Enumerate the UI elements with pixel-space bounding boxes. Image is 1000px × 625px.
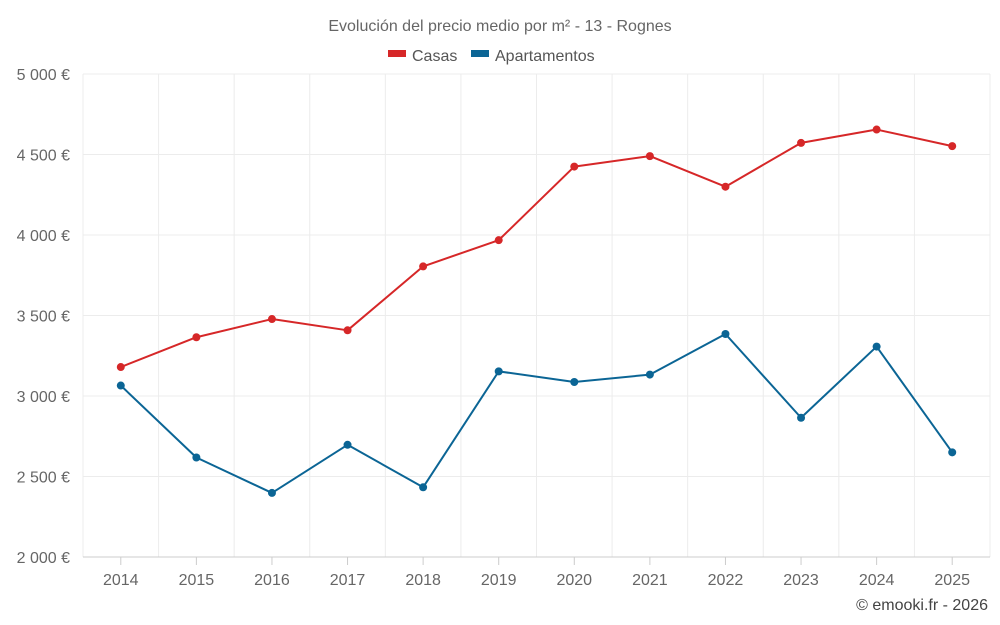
x-tick-label: 2015 (179, 572, 215, 589)
y-tick-label: 2 500 € (17, 470, 70, 487)
data-point-casas[interactable] (192, 333, 201, 342)
data-point-apartamentos[interactable] (267, 488, 276, 497)
data-point-casas[interactable] (570, 162, 579, 171)
data-point-casas[interactable] (419, 262, 428, 271)
credit-text: © emooki.fr - 2026 (856, 597, 988, 614)
legend-swatch (388, 50, 406, 57)
series-apartamentos (116, 330, 957, 497)
x-tick-label: 2020 (556, 572, 592, 589)
legend[interactable]: Casas Apartamentos (388, 48, 595, 65)
data-point-casas[interactable] (872, 125, 881, 134)
series-casas (116, 125, 957, 372)
x-tick-label: 2025 (934, 572, 970, 589)
x-tick-label: 2019 (481, 572, 517, 589)
series (116, 125, 957, 497)
x-tick-label: 2017 (330, 572, 366, 589)
data-point-apartamentos[interactable] (570, 377, 579, 386)
x-tick-label: 2024 (859, 572, 895, 589)
axes: 2 000 € 2 500 € 3 000 € 3 500 € 4 000 € 4 500… (17, 67, 990, 589)
x-tick-label: 2018 (405, 572, 441, 589)
series-line-apartamentos (120, 333, 954, 494)
legend-swatch (471, 50, 489, 57)
data-point-casas[interactable] (645, 152, 654, 161)
data-point-apartamentos[interactable] (192, 453, 201, 462)
data-point-apartamentos[interactable] (872, 342, 881, 351)
data-point-apartamentos[interactable] (645, 370, 654, 379)
x-tick-label: 2022 (708, 572, 744, 589)
grid (82, 73, 991, 557)
legend-item-apartamentos[interactable]: Apartamentos (471, 48, 595, 65)
data-point-apartamentos[interactable] (948, 448, 957, 457)
legend-label: Casas (412, 48, 457, 65)
y-tick-label: 4 000 € (17, 228, 70, 245)
data-point-casas[interactable] (797, 138, 806, 147)
y-tick-label: 4 500 € (17, 148, 70, 165)
data-point-apartamentos[interactable] (494, 367, 503, 376)
data-point-casas[interactable] (267, 315, 276, 324)
data-point-casas[interactable] (494, 236, 503, 245)
x-tick-label: 2016 (254, 572, 290, 589)
chart-title: Evolución del precio medio por m² - 13 -… (328, 18, 671, 35)
y-tick-label: 3 500 € (17, 309, 70, 326)
y-tick-label: 2 000 € (17, 550, 70, 567)
x-tick-label: 2014 (103, 572, 139, 589)
data-point-apartamentos[interactable] (343, 440, 352, 449)
legend-label: Apartamentos (495, 48, 595, 65)
data-point-casas[interactable] (116, 363, 125, 372)
x-tick-label: 2021 (632, 572, 668, 589)
y-tick-label: 3 000 € (17, 389, 70, 406)
data-point-apartamentos[interactable] (116, 381, 125, 390)
data-point-apartamentos[interactable] (797, 413, 806, 422)
data-point-casas[interactable] (721, 182, 730, 191)
y-tick-label: 5 000 € (17, 67, 70, 84)
data-point-casas[interactable] (343, 326, 352, 335)
data-point-apartamentos[interactable] (419, 483, 428, 492)
data-point-casas[interactable] (948, 142, 957, 151)
data-point-apartamentos[interactable] (721, 330, 730, 339)
x-tick-label: 2023 (783, 572, 819, 589)
series-line-casas (120, 128, 953, 368)
legend-item-casas[interactable]: Casas (388, 48, 457, 65)
